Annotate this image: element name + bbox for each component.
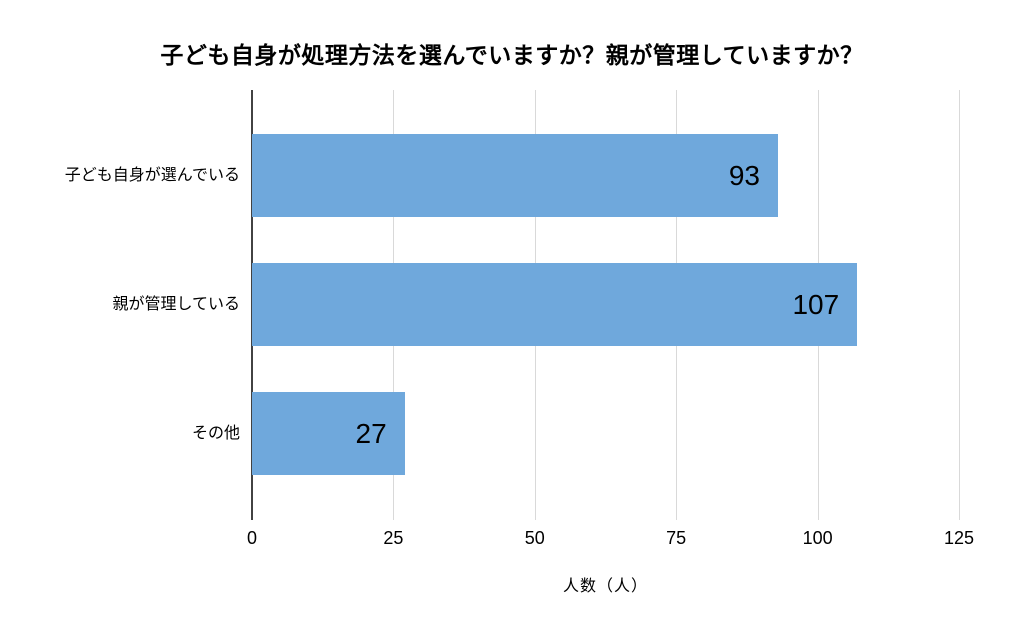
category-label-2: その他 (191, 425, 240, 442)
bar-fill-1 (252, 263, 858, 346)
x-tick-label-100: 100 (802, 528, 833, 548)
gridline-x-125 (959, 90, 960, 520)
x-axis-title: 人数（人） (562, 578, 648, 595)
x-tick-label-125: 125 (943, 528, 975, 548)
category-label-1: 親が管理している (112, 296, 240, 313)
bar-value-label-0: 93 (728, 160, 760, 191)
x-tick-label-0: 0 (246, 528, 258, 548)
bar-2: 27 (252, 392, 405, 475)
bar-0: 93 (252, 134, 778, 217)
bar-value-label-1: 107 (792, 289, 840, 320)
x-tick-label-25: 25 (383, 528, 404, 548)
bar-1: 107 (252, 263, 858, 346)
bar-fill-2 (252, 392, 405, 475)
x-tick-label-75: 75 (666, 528, 687, 548)
x-tick-label-50: 50 (524, 528, 545, 548)
bar-value-label-2: 27 (355, 418, 387, 449)
chart-title: 子ども自身が処理方法を選んでいますか？親が管理していますか？ (160, 42, 864, 68)
plot-area: 93 107 27 (251, 90, 960, 520)
bar-fill-0 (252, 134, 778, 217)
category-label-0: 子ども自身が選んでいる (64, 167, 240, 184)
